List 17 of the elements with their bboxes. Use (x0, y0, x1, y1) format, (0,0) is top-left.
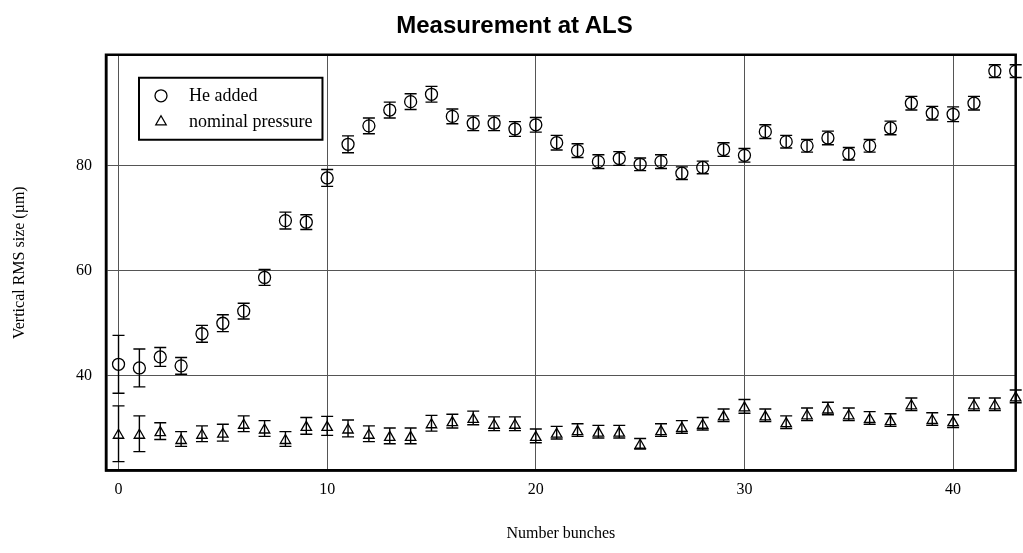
point (111, 357, 126, 371)
chart-title: Measurement at ALS (396, 11, 633, 39)
x-tick-label: 20 (527, 480, 544, 498)
legend-label: nominal pressure (189, 110, 313, 131)
x-tick-label: 0 (114, 480, 123, 498)
x-tick-label: 40 (945, 480, 962, 498)
x-tick-label: 30 (736, 480, 753, 498)
y-tick-label: 80 (76, 155, 92, 173)
x-axis-title: Number bunches (506, 523, 616, 541)
point (112, 428, 125, 439)
y-tick-label: 40 (76, 366, 92, 384)
point (133, 428, 146, 439)
y-tick-label: 60 (76, 260, 92, 278)
y-axis-title: Vertical RMS size (µm) (9, 186, 28, 340)
legend-label: He added (189, 84, 258, 105)
point (132, 361, 147, 375)
x-tick-label: 10 (319, 480, 336, 498)
